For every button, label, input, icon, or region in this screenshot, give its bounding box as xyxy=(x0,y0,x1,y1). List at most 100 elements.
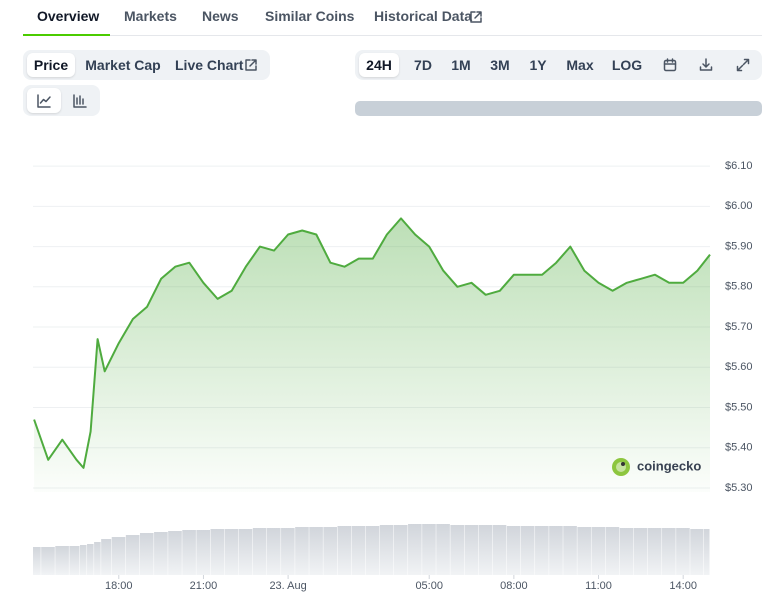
range-button[interactable]: Max xyxy=(566,57,594,73)
volume-bar xyxy=(69,546,80,575)
volume-bar xyxy=(154,532,168,575)
x-tick-label: 21:00 xyxy=(190,580,218,592)
tab[interactable]: Markets xyxy=(124,8,177,24)
x-tick-label: 23. Aug xyxy=(269,580,306,592)
volume-bar xyxy=(549,526,563,575)
range-button[interactable]: LOG xyxy=(611,57,643,73)
tab[interactable]: News xyxy=(202,8,239,24)
volume-bar xyxy=(506,526,521,575)
volume-bar xyxy=(224,529,239,575)
volume-bar xyxy=(337,526,352,575)
volume-bar xyxy=(295,527,309,575)
volume-bar xyxy=(351,526,366,575)
price-line xyxy=(33,217,711,469)
volume-bar xyxy=(422,524,436,575)
volume-bar xyxy=(619,528,634,575)
volume-bar xyxy=(492,525,507,575)
volume-bar xyxy=(111,537,126,575)
chart-type-group: Price Market Cap Live Chart xyxy=(23,50,270,80)
chart-style-group xyxy=(23,85,100,116)
volume-bar xyxy=(252,528,267,575)
volume-bar xyxy=(125,535,140,575)
volume-bar xyxy=(563,526,577,575)
volume-bar xyxy=(676,528,690,575)
volume-bar xyxy=(55,546,69,575)
fullscreen-button[interactable] xyxy=(735,57,751,73)
candle-icon xyxy=(73,94,87,108)
line-icon xyxy=(37,94,51,108)
y-tick-label: $5.30 xyxy=(725,482,753,494)
volume-bar xyxy=(323,527,337,575)
y-tick-label: $5.50 xyxy=(725,401,753,413)
y-tick-label: $6.10 xyxy=(725,160,753,172)
y-tick-label: $5.40 xyxy=(725,442,753,454)
volume-bar xyxy=(33,547,41,575)
y-tick-label: $5.90 xyxy=(725,240,753,252)
volume-bar xyxy=(210,529,225,575)
y-tick-label: $5.80 xyxy=(725,281,753,293)
y-tick-label: $5.60 xyxy=(725,361,753,373)
range-button[interactable]: 1Y xyxy=(529,57,547,73)
tab[interactable]: Similar Coins xyxy=(265,8,355,24)
range-button[interactable]: 1M xyxy=(451,57,471,73)
volume-bar xyxy=(464,525,479,575)
volume-bar xyxy=(168,531,182,575)
x-tick-label: 05:00 xyxy=(415,580,443,592)
tab[interactable]: Overview xyxy=(37,8,100,24)
volume-bar xyxy=(478,525,493,575)
volume-bar xyxy=(408,524,422,575)
volume-bar xyxy=(633,528,648,575)
volume-bar xyxy=(703,529,710,575)
range-slider[interactable] xyxy=(355,101,762,116)
volume-bar xyxy=(690,529,704,575)
volume-bar xyxy=(281,528,295,575)
volume-bar xyxy=(393,525,408,575)
x-tick-label: 11:00 xyxy=(585,580,612,592)
volume-bar xyxy=(139,533,154,575)
volume-bar xyxy=(450,525,464,575)
volume-bar xyxy=(535,526,549,575)
candle-style-button[interactable] xyxy=(63,88,97,113)
volume-bar xyxy=(266,528,281,575)
download-button[interactable] xyxy=(698,57,714,73)
chart-type-button[interactable]: Price xyxy=(27,53,75,77)
volume-bar xyxy=(238,529,253,575)
external-link-icon xyxy=(245,59,257,71)
tab[interactable]: Historical Data xyxy=(374,8,473,24)
range-button[interactable]: 7D xyxy=(414,57,432,73)
watermark-text: coingecko xyxy=(637,458,701,473)
volume-bar xyxy=(87,544,94,575)
chart-type-button[interactable]: Market Cap xyxy=(85,57,161,73)
volume-bar xyxy=(365,526,380,575)
volume-bar xyxy=(662,528,676,575)
volume-bar xyxy=(436,524,450,575)
price-area xyxy=(34,218,711,492)
range-group: 24H 7D 1M 3M 1Y Max LOG xyxy=(355,50,762,80)
volume-bar xyxy=(79,545,87,575)
volume-bar xyxy=(591,527,606,575)
y-tick-label: $5.70 xyxy=(725,321,753,333)
chart-type-button[interactable]: Live Chart xyxy=(175,57,244,73)
calendar-button[interactable] xyxy=(662,57,678,73)
volume-bar xyxy=(101,539,112,575)
y-tick-label: $6.00 xyxy=(725,200,753,212)
volume-bar xyxy=(379,525,394,575)
x-tick-label: 18:00 xyxy=(105,580,133,592)
volume-bar xyxy=(577,527,591,575)
range-button[interactable]: 24H xyxy=(359,53,399,77)
volume-bar xyxy=(309,527,323,575)
volume-bar xyxy=(196,530,211,575)
x-tick-label: 08:00 xyxy=(500,580,528,592)
watermark: coingecko xyxy=(612,458,701,476)
volume-bar xyxy=(94,542,101,575)
volume-bar xyxy=(41,547,55,575)
external-link-icon xyxy=(470,11,482,23)
volume-bar xyxy=(520,526,535,575)
line-style-button[interactable] xyxy=(27,88,61,113)
volume-bar xyxy=(647,528,662,575)
volume-bar xyxy=(605,527,620,575)
range-button[interactable]: 3M xyxy=(490,57,510,73)
x-tick-label: 14:00 xyxy=(669,580,697,592)
